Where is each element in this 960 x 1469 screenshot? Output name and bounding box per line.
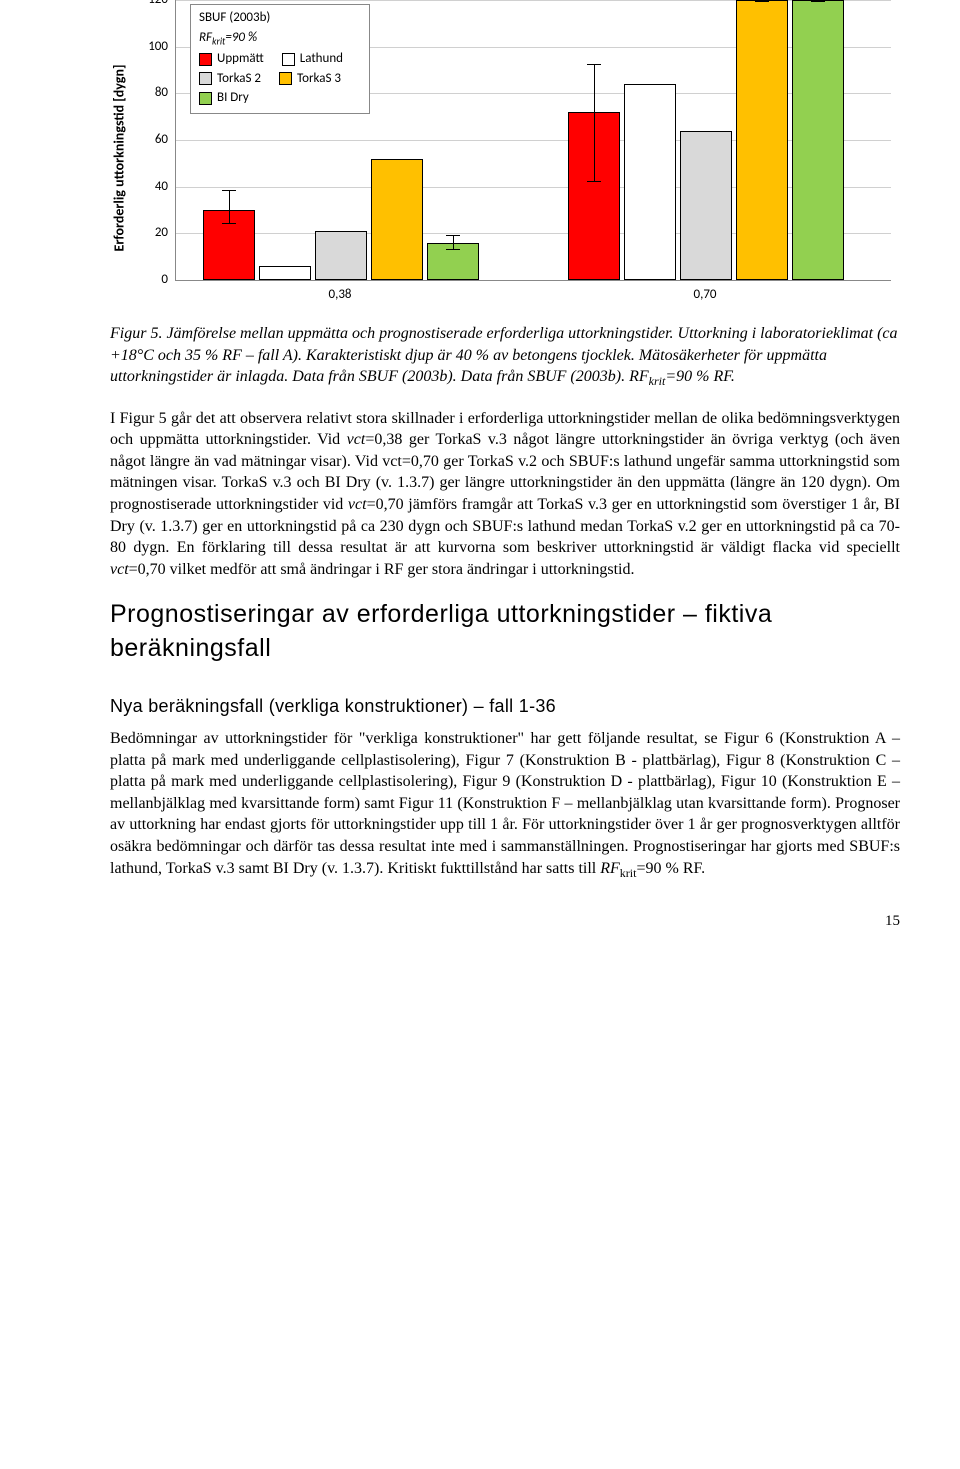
y-tick: 20 (138, 225, 168, 243)
bar (259, 266, 311, 280)
bar (736, 0, 788, 280)
legend-item: Uppmätt (199, 50, 264, 68)
legend-item: Lathund (282, 50, 343, 68)
bar (624, 84, 676, 280)
bar (315, 231, 367, 280)
legend-item: BI Dry (199, 89, 249, 107)
y-tick: 80 (138, 85, 168, 103)
paragraph-2: Bedömningar av uttorkningstider för "ver… (110, 728, 900, 881)
y-tick: 60 (138, 131, 168, 149)
legend: SBUF (2003b) RFkrit=90 %Uppmätt Lathund Tor… (190, 4, 370, 114)
paragraph-1: I Figur 5 går det att observera relativt… (110, 408, 900, 581)
y-tick: 100 (138, 38, 168, 56)
figure-5-chart: Erforderlig uttorkningstid [dygn] 0 20 40 6… (110, 0, 900, 315)
subsection-heading: Nya beräkningsfall (verkliga konstruktio… (110, 694, 900, 718)
x-tick-label: 0,70 (693, 286, 716, 304)
section-heading: Prognostiseringar av erforderliga uttork… (110, 598, 900, 666)
legend-item: TorkaS 3 (279, 70, 341, 88)
bar (792, 0, 844, 280)
bar (680, 131, 732, 280)
y-tick: 120 (138, 0, 168, 9)
bar (371, 159, 423, 280)
legend-title: SBUF (2003b) (199, 9, 361, 27)
y-axis-label: Erforderlig uttorkningstid [dygn] (111, 64, 130, 251)
y-tick: 0 (138, 271, 168, 289)
page-number: 15 (110, 911, 900, 931)
figure-5-caption: Figur 5. Jämförelse mellan uppmätta och … (110, 323, 900, 390)
legend-item: TorkaS 2 (199, 70, 261, 88)
x-tick-label: 0,38 (328, 286, 351, 304)
legend-subtitle: RFkrit=90 % (199, 29, 361, 49)
y-tick: 40 (138, 178, 168, 196)
